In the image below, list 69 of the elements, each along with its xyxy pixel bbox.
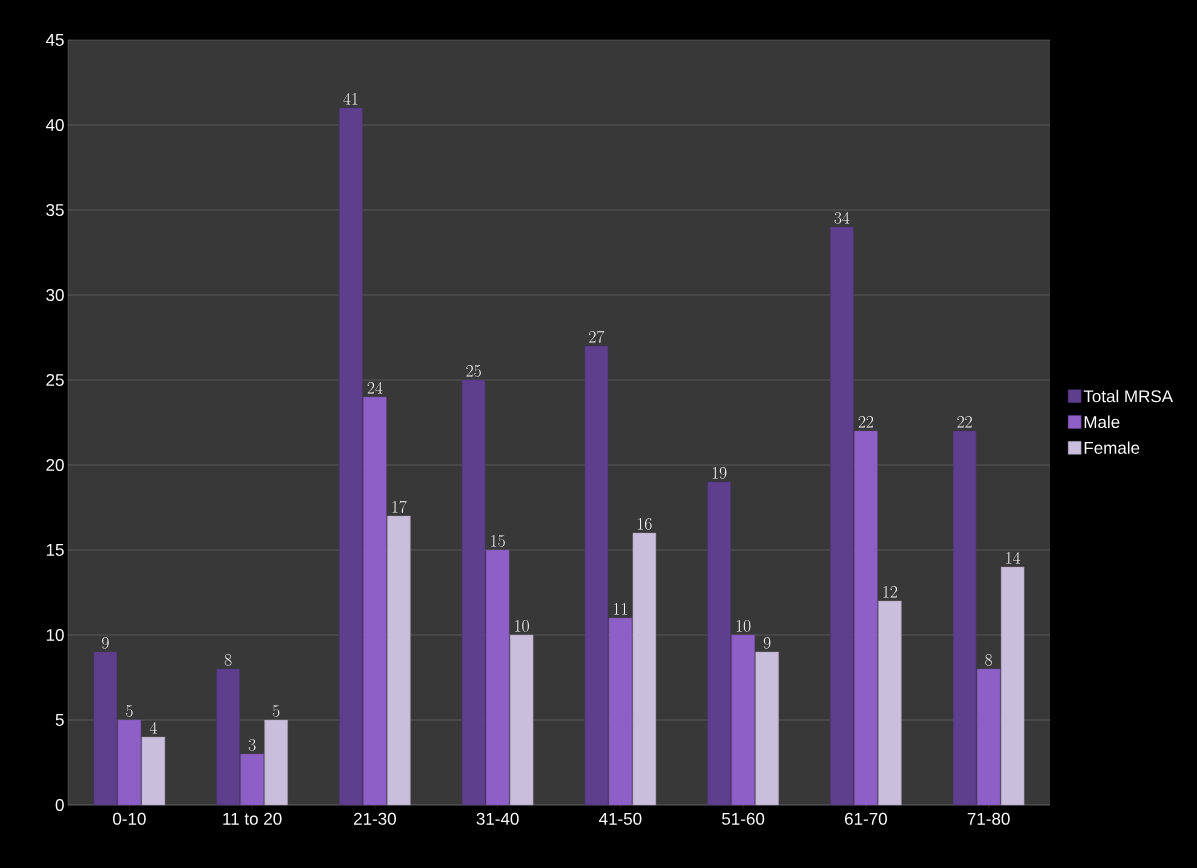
- bar: [830, 226, 854, 806]
- y-tick-label: 30: [46, 288, 64, 302]
- bar: [854, 430, 878, 806]
- bar: [216, 668, 240, 806]
- bar: [707, 481, 731, 806]
- bar: [878, 600, 902, 806]
- data-label: 34: [834, 211, 850, 224]
- y-tick-label: 45: [45, 34, 64, 46]
- y-tick-label: 25: [46, 373, 64, 387]
- data-label: 19: [712, 467, 727, 479]
- bar: [339, 107, 363, 806]
- x-tick-label: 71-80: [967, 812, 1010, 825]
- x-tick-label: 61-70: [845, 812, 887, 825]
- legend-label: Total MRSA: [1083, 389, 1174, 403]
- bar: [608, 617, 633, 806]
- bar: [731, 634, 755, 806]
- x-tick-label: 11 to 20: [223, 812, 282, 825]
- data-label: 15: [491, 535, 505, 547]
- x-tick-label: 31-40: [476, 812, 519, 825]
- data-label: 8: [224, 654, 232, 666]
- bar: [632, 532, 657, 806]
- y-tick-label: 10: [46, 628, 64, 642]
- data-label: 12: [883, 586, 898, 598]
- bar: [117, 719, 142, 806]
- bar: [485, 549, 510, 806]
- y-tick-label: 35: [46, 203, 64, 217]
- bar: [755, 651, 779, 806]
- y-tick-label: 5: [55, 714, 64, 726]
- x-tick-label: 0-10: [113, 812, 146, 825]
- bar: [952, 430, 977, 806]
- y-tick-label: 0: [55, 798, 64, 812]
- data-label: 8: [985, 654, 993, 666]
- y-tick-label: 15: [46, 544, 64, 556]
- bar: [976, 668, 1001, 806]
- data-label: 24: [367, 381, 383, 394]
- data-label: 10: [736, 620, 751, 632]
- bar: [264, 719, 288, 806]
- data-label: 5: [126, 705, 133, 717]
- legend-label: Male: [1084, 415, 1120, 429]
- x-tick-label: 41-50: [599, 812, 642, 825]
- data-label: 41: [343, 92, 358, 105]
- bar: [461, 379, 486, 806]
- data-label: 27: [589, 330, 605, 343]
- bar: [387, 515, 411, 806]
- bar: [240, 753, 264, 806]
- data-label: 22: [957, 416, 972, 428]
- data-label: 5: [272, 705, 280, 717]
- bar: [141, 736, 166, 806]
- data-label: 3: [248, 739, 256, 751]
- data-label: 25: [466, 365, 481, 377]
- x-tick-label: 51-60: [722, 812, 765, 825]
- data-label: 17: [392, 500, 407, 513]
- data-label: 16: [637, 518, 652, 530]
- y-tick-label: 20: [46, 458, 64, 472]
- data-label: 14: [1006, 551, 1021, 564]
- data-label: 4: [149, 721, 157, 734]
- legend-label: Female: [1084, 441, 1140, 454]
- bar: [1000, 566, 1025, 806]
- data-label: 9: [763, 637, 771, 649]
- data-label: 10: [515, 620, 529, 632]
- x-tick-label: 21-30: [354, 812, 396, 825]
- data-label: 11: [613, 603, 627, 615]
- bar: [93, 651, 118, 806]
- bar: [363, 396, 387, 806]
- bar: [509, 634, 534, 806]
- data-label: 22: [858, 416, 874, 428]
- data-label: 9: [102, 637, 109, 649]
- bar: [584, 345, 609, 806]
- y-tick-label: 40: [45, 118, 64, 132]
